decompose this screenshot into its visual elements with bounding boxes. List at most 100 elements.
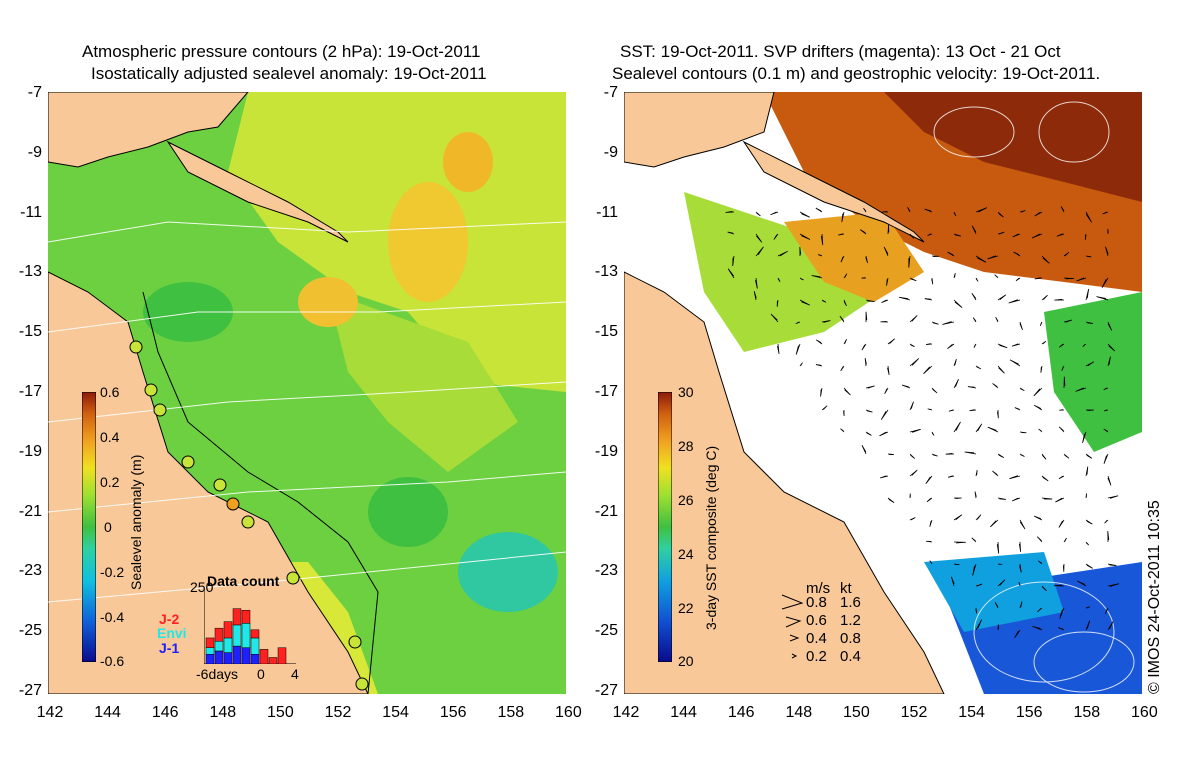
sla-tick-5: -0.4: [100, 609, 125, 625]
velocity-vector: [1059, 607, 1065, 619]
velocity-vector: [997, 409, 999, 419]
right-xtick-4: 150: [843, 704, 870, 721]
velocity-vector: [967, 386, 977, 389]
velocity-vector: [727, 268, 735, 279]
velocity-vector: [865, 255, 868, 264]
velocity-vector: [755, 211, 761, 217]
velocity-vector: [886, 277, 889, 286]
velocity-vector: [953, 211, 957, 217]
velocity-vector: [799, 362, 803, 367]
velocity-vector: [821, 320, 831, 323]
velocity-vector: [838, 233, 845, 236]
velocity-vector: [1058, 426, 1065, 433]
hist-bar-bars_j1-0: [205, 653, 215, 665]
left-xtick-3: 148: [209, 704, 237, 721]
sla-colorbar: [81, 391, 97, 663]
right-ytick-2: -11: [596, 203, 618, 221]
velocity-vector: [882, 211, 889, 213]
velocity-vector: [990, 519, 999, 528]
sst-warm-mid: [784, 212, 924, 302]
velocity-vector: [1013, 251, 1021, 257]
velocity-vector: [1085, 620, 1091, 631]
sst-colorbar-label: 3-day SST composite (deg C): [703, 445, 719, 630]
velocity-vector: [926, 540, 933, 543]
velocity-vector: [777, 343, 780, 354]
velocity-vector: [1082, 343, 1087, 348]
velocity-vector: [879, 431, 889, 437]
velocity-vector: [1054, 298, 1065, 301]
velocity-vector: [1041, 585, 1047, 592]
velocity-vector: [909, 428, 921, 433]
sla-green-blob2: [143, 282, 233, 342]
velocity-vector: [1012, 233, 1021, 238]
vel-kt-1: 1.2: [840, 612, 861, 629]
velocity-vector: [997, 231, 1005, 235]
velocity-vector: [923, 365, 933, 375]
velocity-vector: [1063, 251, 1070, 257]
velocity-vector: [931, 453, 938, 457]
velocity-vector: [972, 563, 977, 576]
sst-hot-north: [884, 92, 1142, 202]
velocity-vector: [924, 298, 933, 301]
sst-map: [624, 92, 1142, 694]
velocity-vector: [992, 383, 999, 389]
vel-arrow-06: [785, 616, 802, 628]
velocity-vector: [770, 211, 779, 216]
velocity-vector: [927, 233, 933, 236]
velocity-vector: [1018, 581, 1021, 587]
velocity-vector: [1103, 428, 1109, 433]
velocity-vector: [1102, 211, 1109, 215]
velocity-vector: [799, 233, 811, 240]
velocity-vector: [909, 277, 917, 282]
velocity-vector: [770, 313, 779, 323]
velocity-vector: [795, 321, 801, 325]
velocity-vector: [811, 275, 823, 279]
right-title-line2: Sealevel contours (0.1 m) and geostrophi…: [612, 64, 1101, 83]
velocity-vector: [1107, 343, 1116, 352]
velocity-vector: [931, 431, 935, 436]
velocity-vector: [987, 426, 999, 433]
velocity-vector: [865, 299, 875, 303]
velocity-vector: [953, 358, 957, 367]
sla-tick-4: -0.2: [100, 564, 125, 580]
velocity-vector: [1085, 453, 1093, 459]
velocity-vector: [997, 624, 999, 631]
velocity-vector: [947, 343, 955, 349]
hist-bar-bars_j1-5: [250, 653, 260, 665]
velocity-vector: [755, 246, 764, 257]
velocity-vector: [884, 387, 889, 394]
velocity-vector: [948, 409, 955, 412]
velocity-vector: [1085, 233, 1087, 240]
left-ytick-3: -13: [18, 263, 42, 281]
geostrophic-velocity-vectors: [725, 206, 1120, 639]
velocity-vector: [997, 343, 1008, 349]
velocity-vector: [909, 358, 920, 367]
velocity-vector: [879, 475, 889, 479]
velocity-vector: [1055, 497, 1065, 503]
hist-bar-bars_envi-5: [250, 637, 260, 655]
velocity-vector: [1037, 560, 1043, 565]
velocity-vector: [880, 320, 889, 323]
velocity-vector: [931, 321, 939, 325]
velocity-vector: [1019, 387, 1025, 392]
velocity-vector: [929, 560, 933, 565]
velocity-vector: [776, 299, 779, 307]
velocity-vector: [843, 273, 848, 279]
sealevel-anomaly-map: [48, 92, 566, 694]
hist-bar-bars_envi-2: [223, 637, 233, 653]
velocity-vector: [799, 246, 802, 257]
velocity-vector: [887, 224, 890, 235]
velocity-vector: [1057, 627, 1065, 631]
legend-envi: Envi: [157, 625, 187, 641]
velocity-vector: [799, 299, 810, 306]
velocity-vector: [1107, 531, 1110, 543]
velocity-vector: [942, 321, 955, 325]
velocity-vector: [975, 469, 978, 477]
velocity-vector: [840, 365, 845, 372]
velocity-vector: [839, 315, 845, 323]
velocity-vector: [1014, 407, 1021, 411]
velocity-vector: [1082, 431, 1087, 444]
left-ytick-4: -15: [18, 323, 42, 341]
data-count-xlabel-1: 0: [257, 666, 265, 682]
left-xtick-5: 152: [324, 704, 352, 721]
